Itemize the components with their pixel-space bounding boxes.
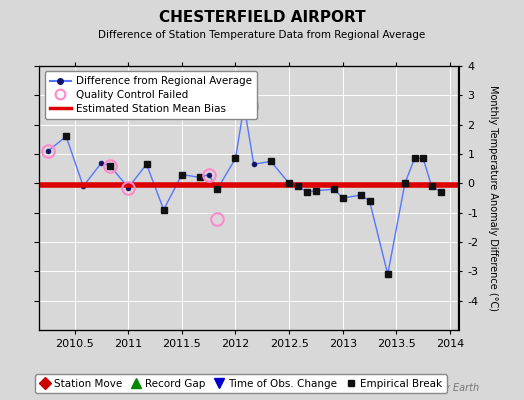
Legend: Station Move, Record Gap, Time of Obs. Change, Empirical Break: Station Move, Record Gap, Time of Obs. C… (35, 374, 447, 393)
Text: Difference of Station Temperature Data from Regional Average: Difference of Station Temperature Data f… (99, 30, 425, 40)
Text: CHESTERFIELD AIRPORT: CHESTERFIELD AIRPORT (159, 10, 365, 25)
Y-axis label: Monthly Temperature Anomaly Difference (°C): Monthly Temperature Anomaly Difference (… (488, 85, 498, 311)
Text: Berkeley Earth: Berkeley Earth (407, 383, 479, 393)
Legend: Difference from Regional Average, Quality Control Failed, Estimated Station Mean: Difference from Regional Average, Qualit… (45, 71, 257, 119)
